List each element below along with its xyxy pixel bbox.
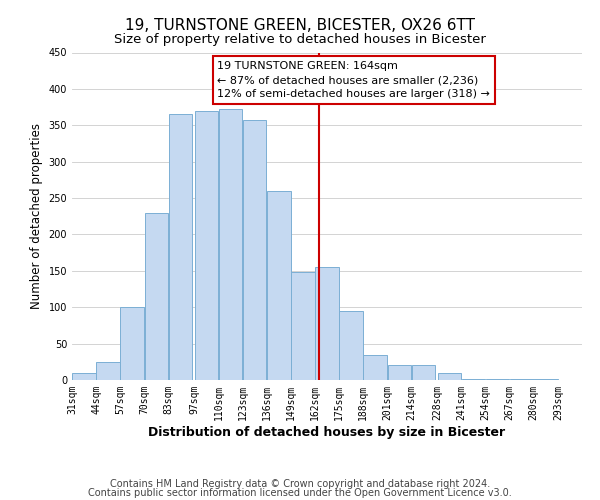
Bar xyxy=(340,311,363,380)
Bar xyxy=(486,378,509,380)
Bar xyxy=(145,212,168,380)
Bar xyxy=(437,372,461,380)
Bar xyxy=(510,378,533,380)
Bar xyxy=(534,378,557,380)
Bar xyxy=(121,307,144,380)
Bar xyxy=(315,267,339,380)
Bar xyxy=(219,110,242,380)
Bar xyxy=(364,356,387,380)
Text: Contains HM Land Registry data © Crown copyright and database right 2024.: Contains HM Land Registry data © Crown c… xyxy=(110,479,490,489)
Bar xyxy=(169,114,192,380)
Bar xyxy=(194,110,218,380)
Bar xyxy=(72,372,96,380)
Bar xyxy=(412,364,435,380)
Text: 19 TURNSTONE GREEN: 164sqm
← 87% of detached houses are smaller (2,236)
12% of s: 19 TURNSTONE GREEN: 164sqm ← 87% of deta… xyxy=(217,60,490,100)
Bar xyxy=(97,362,120,380)
Bar xyxy=(267,191,290,380)
Text: 19, TURNSTONE GREEN, BICESTER, OX26 6TT: 19, TURNSTONE GREEN, BICESTER, OX26 6TT xyxy=(125,18,475,32)
Text: Size of property relative to detached houses in Bicester: Size of property relative to detached ho… xyxy=(114,32,486,46)
Bar xyxy=(462,378,485,380)
Bar xyxy=(291,272,314,380)
X-axis label: Distribution of detached houses by size in Bicester: Distribution of detached houses by size … xyxy=(148,426,506,438)
Text: Contains public sector information licensed under the Open Government Licence v3: Contains public sector information licen… xyxy=(88,488,512,498)
Y-axis label: Number of detached properties: Number of detached properties xyxy=(30,123,43,309)
Bar xyxy=(388,364,411,380)
Bar xyxy=(243,120,266,380)
